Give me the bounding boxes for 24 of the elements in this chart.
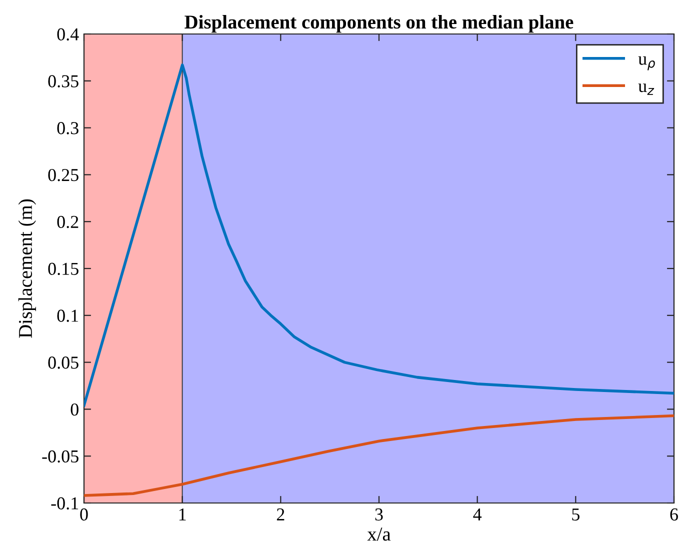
x-tick-label: 2 bbox=[276, 508, 284, 520]
y-axis-title: Displacement (m) bbox=[18, 199, 36, 338]
x-tick-label: 6 bbox=[670, 508, 678, 521]
y-tick-label: 0.2 bbox=[57, 216, 78, 228]
y-tick-label: 0.4 bbox=[57, 28, 79, 41]
legend-label: u$_{z}$ bbox=[638, 84, 654, 95]
line-series bbox=[84, 414, 674, 497]
y-tick-label: 0.35 bbox=[48, 75, 78, 88]
y-tick-label: 0.25 bbox=[48, 168, 78, 182]
y-tick-label: 0.05 bbox=[48, 356, 78, 369]
x-tick-label: 3 bbox=[375, 508, 383, 521]
x-axis-title: x/a bbox=[367, 528, 391, 541]
legend-label: u$_{ρ}$ bbox=[638, 56, 655, 70]
y-tick-label: -0.1 bbox=[51, 497, 78, 510]
y-tick-label: -0.05 bbox=[42, 450, 78, 463]
y-tick-label: 0 bbox=[70, 403, 78, 416]
chart-title: Displacement components on the median plane bbox=[184, 14, 574, 33]
x-tick-label: 4 bbox=[473, 508, 482, 520]
y-tick-label: 0.15 bbox=[48, 262, 78, 276]
x-tick-label: 1 bbox=[179, 508, 186, 520]
y-tick-label: 0.1 bbox=[57, 310, 78, 322]
x-tick-label: 5 bbox=[572, 508, 580, 521]
y-tick-label: 0.3 bbox=[57, 122, 78, 134]
x-tick-label: 0 bbox=[80, 508, 88, 521]
